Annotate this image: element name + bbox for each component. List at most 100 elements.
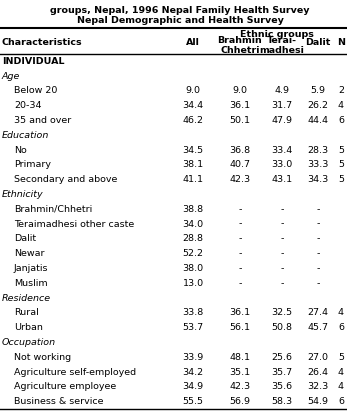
Text: -: - bbox=[238, 219, 242, 229]
Text: 35.7: 35.7 bbox=[271, 367, 293, 376]
Text: -: - bbox=[238, 249, 242, 258]
Text: 35.6: 35.6 bbox=[271, 382, 293, 391]
Text: 34.4: 34.4 bbox=[183, 101, 204, 110]
Text: Not working: Not working bbox=[14, 353, 71, 362]
Text: madhesi: madhesi bbox=[260, 46, 304, 55]
Text: 36.1: 36.1 bbox=[229, 308, 251, 317]
Text: 48.1: 48.1 bbox=[229, 353, 251, 362]
Text: 33.9: 33.9 bbox=[183, 353, 204, 362]
Text: -: - bbox=[238, 234, 242, 243]
Text: 5: 5 bbox=[338, 160, 344, 169]
Text: Brahmin/Chhetri: Brahmin/Chhetri bbox=[14, 205, 92, 214]
Text: 32.5: 32.5 bbox=[271, 308, 293, 317]
Text: 38.1: 38.1 bbox=[183, 160, 204, 169]
Text: 26.2: 26.2 bbox=[307, 101, 329, 110]
Text: 38.0: 38.0 bbox=[183, 264, 204, 273]
Text: No: No bbox=[14, 145, 27, 155]
Text: 32.3: 32.3 bbox=[307, 382, 329, 391]
Text: Primary: Primary bbox=[14, 160, 51, 169]
Text: 45.7: 45.7 bbox=[307, 323, 329, 332]
Text: -: - bbox=[280, 279, 284, 288]
Text: -: - bbox=[316, 279, 320, 288]
Text: Chhetri: Chhetri bbox=[220, 46, 260, 55]
Text: Janjatis: Janjatis bbox=[14, 264, 49, 273]
Text: 5.9: 5.9 bbox=[311, 86, 325, 95]
Text: Secondary and above: Secondary and above bbox=[14, 175, 117, 184]
Text: 25.6: 25.6 bbox=[271, 353, 293, 362]
Text: Brahmin: Brahmin bbox=[218, 36, 262, 45]
Text: groups, Nepal, 1996 Nepal Family Health Survey: groups, Nepal, 1996 Nepal Family Health … bbox=[50, 6, 310, 15]
Text: 5: 5 bbox=[338, 145, 344, 155]
Text: 34.2: 34.2 bbox=[183, 367, 204, 376]
Text: 56.1: 56.1 bbox=[229, 323, 251, 332]
Text: 20-34: 20-34 bbox=[14, 101, 42, 110]
Text: 34.3: 34.3 bbox=[307, 175, 329, 184]
Text: Age: Age bbox=[2, 72, 20, 81]
Text: 50.1: 50.1 bbox=[229, 116, 251, 125]
Text: 35 and over: 35 and over bbox=[14, 116, 71, 125]
Text: 35.1: 35.1 bbox=[229, 367, 251, 376]
Text: 44.4: 44.4 bbox=[307, 116, 329, 125]
Text: 6: 6 bbox=[338, 323, 344, 332]
Text: 50.8: 50.8 bbox=[271, 323, 293, 332]
Text: 27.4: 27.4 bbox=[307, 308, 329, 317]
Text: Nepal Demographic and Health Survey: Nepal Demographic and Health Survey bbox=[77, 16, 283, 25]
Text: Rural: Rural bbox=[14, 308, 39, 317]
Text: -: - bbox=[238, 279, 242, 288]
Text: -: - bbox=[316, 219, 320, 229]
Text: 4: 4 bbox=[338, 101, 344, 110]
Text: Urban: Urban bbox=[14, 323, 43, 332]
Text: 4.9: 4.9 bbox=[274, 86, 289, 95]
Text: 28.8: 28.8 bbox=[183, 234, 203, 243]
Text: 42.3: 42.3 bbox=[229, 382, 251, 391]
Text: 4: 4 bbox=[338, 308, 344, 317]
Text: 56.9: 56.9 bbox=[229, 397, 251, 406]
Text: 36.1: 36.1 bbox=[229, 101, 251, 110]
Text: -: - bbox=[316, 234, 320, 243]
Text: 2: 2 bbox=[338, 86, 344, 95]
Text: -: - bbox=[280, 205, 284, 214]
Text: Business & service: Business & service bbox=[14, 397, 103, 406]
Text: 42.3: 42.3 bbox=[229, 175, 251, 184]
Text: Ethnicity: Ethnicity bbox=[2, 190, 44, 199]
Text: INDIVIDUAL: INDIVIDUAL bbox=[2, 57, 65, 66]
Text: 13.0: 13.0 bbox=[183, 279, 204, 288]
Text: 33.0: 33.0 bbox=[271, 160, 293, 169]
Text: All: All bbox=[186, 38, 200, 47]
Text: 5: 5 bbox=[338, 175, 344, 184]
Text: -: - bbox=[238, 264, 242, 273]
Text: Dalit: Dalit bbox=[305, 38, 331, 47]
Text: 34.5: 34.5 bbox=[183, 145, 204, 155]
Text: -: - bbox=[280, 249, 284, 258]
Text: 9.0: 9.0 bbox=[186, 86, 201, 95]
Text: 58.3: 58.3 bbox=[271, 397, 293, 406]
Text: 33.4: 33.4 bbox=[271, 145, 293, 155]
Text: 40.7: 40.7 bbox=[229, 160, 251, 169]
Text: Dalit: Dalit bbox=[14, 234, 36, 243]
Text: 43.1: 43.1 bbox=[271, 175, 293, 184]
Text: N: N bbox=[337, 38, 345, 47]
Text: Ethnic groups: Ethnic groups bbox=[240, 30, 314, 39]
Text: Terai-: Terai- bbox=[267, 36, 297, 45]
Text: Agriculture employee: Agriculture employee bbox=[14, 382, 116, 391]
Text: 34.9: 34.9 bbox=[183, 382, 204, 391]
Text: 41.1: 41.1 bbox=[183, 175, 203, 184]
Text: -: - bbox=[316, 205, 320, 214]
Text: -: - bbox=[316, 264, 320, 273]
Text: Occupation: Occupation bbox=[2, 338, 56, 347]
Text: 54.9: 54.9 bbox=[307, 397, 329, 406]
Text: Education: Education bbox=[2, 131, 49, 140]
Text: 33.8: 33.8 bbox=[183, 308, 204, 317]
Text: -: - bbox=[280, 219, 284, 229]
Text: 6: 6 bbox=[338, 116, 344, 125]
Text: Characteristics: Characteristics bbox=[2, 38, 83, 47]
Text: Residence: Residence bbox=[2, 293, 51, 302]
Text: Below 20: Below 20 bbox=[14, 86, 57, 95]
Text: 55.5: 55.5 bbox=[183, 397, 203, 406]
Text: 26.4: 26.4 bbox=[307, 367, 329, 376]
Text: 34.0: 34.0 bbox=[183, 219, 204, 229]
Text: 28.3: 28.3 bbox=[307, 145, 329, 155]
Text: Muslim: Muslim bbox=[14, 279, 48, 288]
Text: 9.0: 9.0 bbox=[232, 86, 247, 95]
Text: Agriculture self-employed: Agriculture self-employed bbox=[14, 367, 136, 376]
